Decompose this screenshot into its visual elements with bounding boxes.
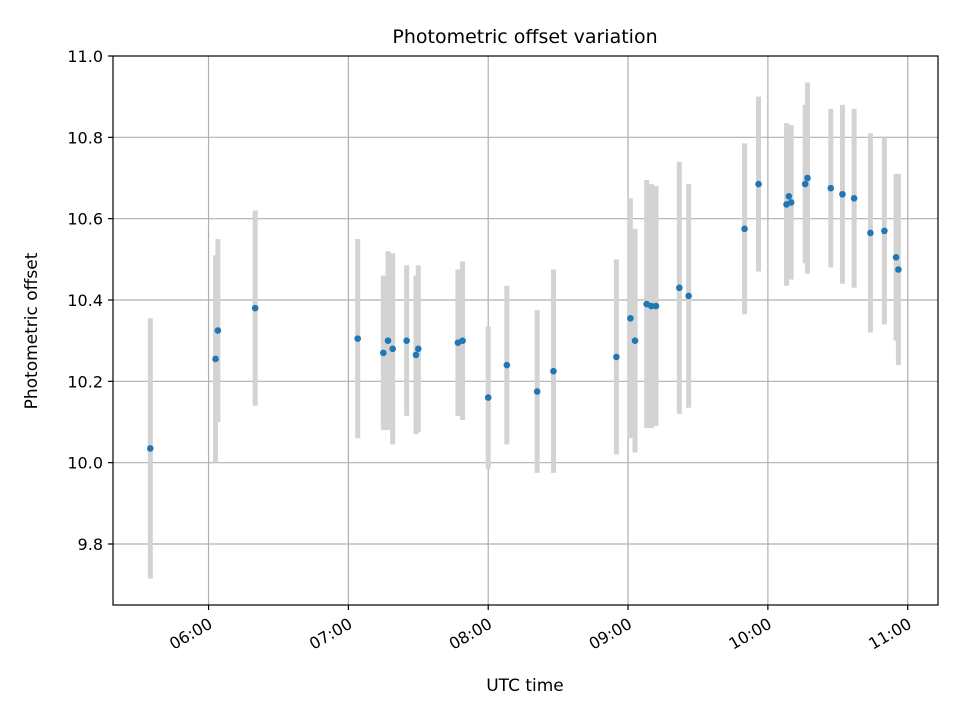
data-point	[755, 180, 762, 188]
y-tick-label: 10.4	[67, 291, 103, 310]
data-point	[676, 284, 683, 292]
y-tick-label: 10.0	[67, 454, 103, 473]
data-point	[787, 199, 795, 206]
data-point	[380, 349, 387, 357]
data-point	[881, 227, 888, 235]
plot-frame	[112, 55, 939, 606]
chart-title: Photometric offset variation	[392, 26, 657, 48]
y-tick-label: 9.8	[78, 535, 103, 554]
data-point	[867, 229, 874, 237]
data-point	[827, 184, 835, 192]
y-axis-label: Photometric offset	[22, 252, 42, 409]
y-tick-label: 11.0	[67, 47, 103, 66]
data-point	[389, 345, 396, 353]
data-point	[627, 315, 634, 322]
data-point	[146, 445, 154, 452]
data-point	[503, 361, 511, 369]
data-point	[892, 253, 900, 261]
data-point	[384, 337, 392, 344]
data-point	[251, 304, 259, 312]
data-point	[895, 266, 902, 273]
point-layer	[146, 174, 902, 452]
data-point	[741, 225, 748, 233]
data-point	[785, 193, 793, 200]
y-tick-label: 10.8	[67, 128, 103, 147]
data-point	[484, 394, 492, 401]
data-point	[354, 335, 362, 342]
data-point	[685, 292, 692, 300]
data-point	[414, 345, 422, 353]
data-point	[631, 337, 639, 344]
data-point	[648, 302, 655, 310]
data-point	[533, 388, 541, 395]
x-axis-label: UTC time	[486, 676, 564, 696]
data-point	[459, 337, 466, 344]
data-point	[652, 302, 660, 310]
data-point	[412, 351, 420, 359]
y-tick-label: 10.2	[67, 372, 103, 391]
data-point	[550, 367, 557, 375]
data-point	[850, 195, 858, 202]
y-tick-label: 10.6	[67, 210, 103, 229]
data-point	[839, 190, 846, 198]
grid-layer	[113, 56, 938, 605]
data-point	[801, 180, 809, 188]
data-point	[613, 353, 620, 361]
data-point	[403, 337, 410, 344]
data-point	[214, 327, 222, 334]
data-point	[212, 355, 219, 363]
data-point	[804, 174, 811, 182]
